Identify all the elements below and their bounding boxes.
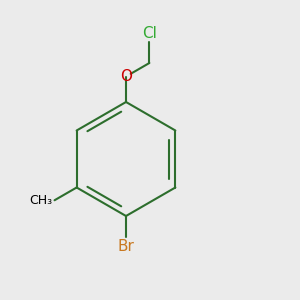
Text: O: O	[120, 69, 132, 84]
Text: Br: Br	[118, 239, 134, 254]
Text: Cl: Cl	[142, 26, 157, 40]
Text: CH₃: CH₃	[29, 194, 52, 207]
